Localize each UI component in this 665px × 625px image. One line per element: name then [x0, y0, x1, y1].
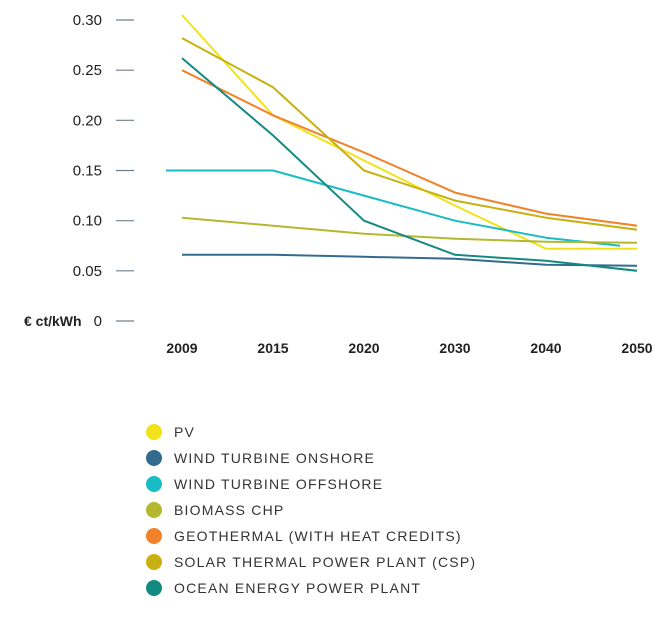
y-tick-label: 0.25 [73, 62, 102, 79]
legend-label: OCEAN ENERGY POWER PLANT [174, 580, 422, 596]
legend-label: GEOTHERMAL (WITH HEAT CREDITS) [174, 528, 462, 544]
legend-swatch [146, 502, 162, 518]
line-chart: 0.30 0.25 0.20 0.15 0.10 0.05 0 2009 2015 2020 203… [73, 12, 653, 356]
series-line-5 [181, 69, 638, 227]
x-tick-label: 2020 [348, 340, 379, 356]
series-line-3 [166, 169, 621, 247]
y-tick-label: 0 [94, 313, 102, 330]
y-tick-label: 0.05 [73, 263, 102, 280]
legend-item: BIOMASS CHP [146, 497, 476, 523]
legend-label: SOLAR THERMAL POWER PLANT (CSP) [174, 554, 477, 570]
series-line-6 [181, 37, 638, 231]
y-tick-label: 0.15 [73, 163, 102, 180]
x-tick-label: 2050 [621, 340, 652, 356]
y-tick-label: 0.30 [73, 12, 102, 29]
x-tick-label: 2015 [257, 340, 288, 356]
legend-swatch [146, 424, 162, 440]
legend-swatch [146, 580, 162, 596]
legend-item: WIND TURBINE OFFSHORE [146, 471, 476, 497]
y-tick-label: 0.20 [73, 112, 102, 129]
series-line-2 [182, 253, 638, 267]
legend-item: PV [146, 419, 476, 445]
legend-label: PV [174, 424, 196, 440]
series-line-1 [181, 14, 637, 250]
legend-item: WIND TURBINE ONSHORE [146, 445, 476, 471]
series-line-4 [181, 216, 638, 244]
legend: PV WIND TURBINE ONSHORE WIND TURBINE OFFSH… [146, 419, 476, 601]
legend-swatch [146, 554, 162, 570]
legend-item: OCEAN ENERGY POWER PLANT [146, 575, 476, 601]
legend-swatch [146, 528, 162, 544]
legend-label: WIND TURBINE ONSHORE [174, 450, 376, 466]
legend-label: WIND TURBINE OFFSHORE [174, 476, 384, 492]
y-axis-unit-text: € ct/kWh [24, 313, 82, 329]
legend-item: GEOTHERMAL (WITH HEAT CREDITS) [146, 523, 476, 549]
x-tick-label: 2030 [439, 340, 470, 356]
y-axis-unit-label: € ct/kWh [24, 313, 82, 329]
series-line-7 [181, 57, 638, 272]
legend-item: SOLAR THERMAL POWER PLANT (CSP) [146, 549, 476, 575]
y-tick-label: 0.10 [73, 213, 102, 230]
legend-swatch [146, 450, 162, 466]
legend-label: BIOMASS CHP [174, 502, 285, 518]
x-tick-label: 2040 [530, 340, 561, 356]
x-tick-label: 2009 [166, 340, 197, 356]
legend-swatch [146, 476, 162, 492]
